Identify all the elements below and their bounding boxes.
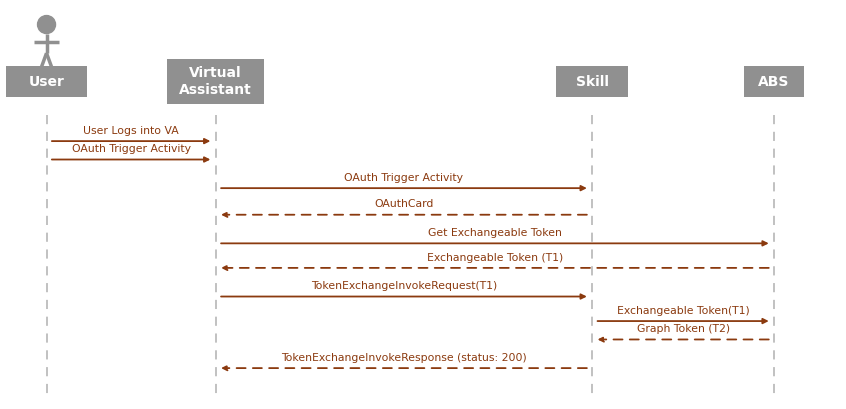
Bar	[744, 66, 804, 97]
Bar	[6, 66, 86, 97]
Ellipse shape	[37, 16, 56, 34]
Text: User: User	[29, 75, 64, 89]
Text: Get Exchangeable Token: Get Exchangeable Token	[428, 228, 562, 238]
Text: User Logs into VA: User Logs into VA	[83, 126, 179, 136]
Text: Graph Token (T2): Graph Token (T2)	[636, 324, 730, 334]
Text: OAuth Trigger Activity: OAuth Trigger Activity	[72, 144, 190, 154]
Text: Skill: Skill	[575, 75, 609, 89]
Text: Exchangeable Token(T1): Exchangeable Token(T1)	[617, 306, 750, 316]
Text: Exchangeable Token (T1): Exchangeable Token (T1)	[426, 253, 563, 263]
Text: TokenExchangeInvokeResponse (status: 200): TokenExchangeInvokeResponse (status: 200…	[281, 353, 527, 363]
Bar	[556, 66, 628, 97]
Text: OAuthCard: OAuthCard	[374, 200, 434, 209]
Text: TokenExchangeInvokeRequest(T1): TokenExchangeInvokeRequest(T1)	[310, 281, 497, 291]
Text: ABS: ABS	[758, 75, 790, 89]
Bar	[168, 59, 264, 104]
Text: OAuth Trigger Activity: OAuth Trigger Activity	[344, 173, 464, 183]
Text: Virtual
Assistant: Virtual Assistant	[179, 66, 252, 97]
